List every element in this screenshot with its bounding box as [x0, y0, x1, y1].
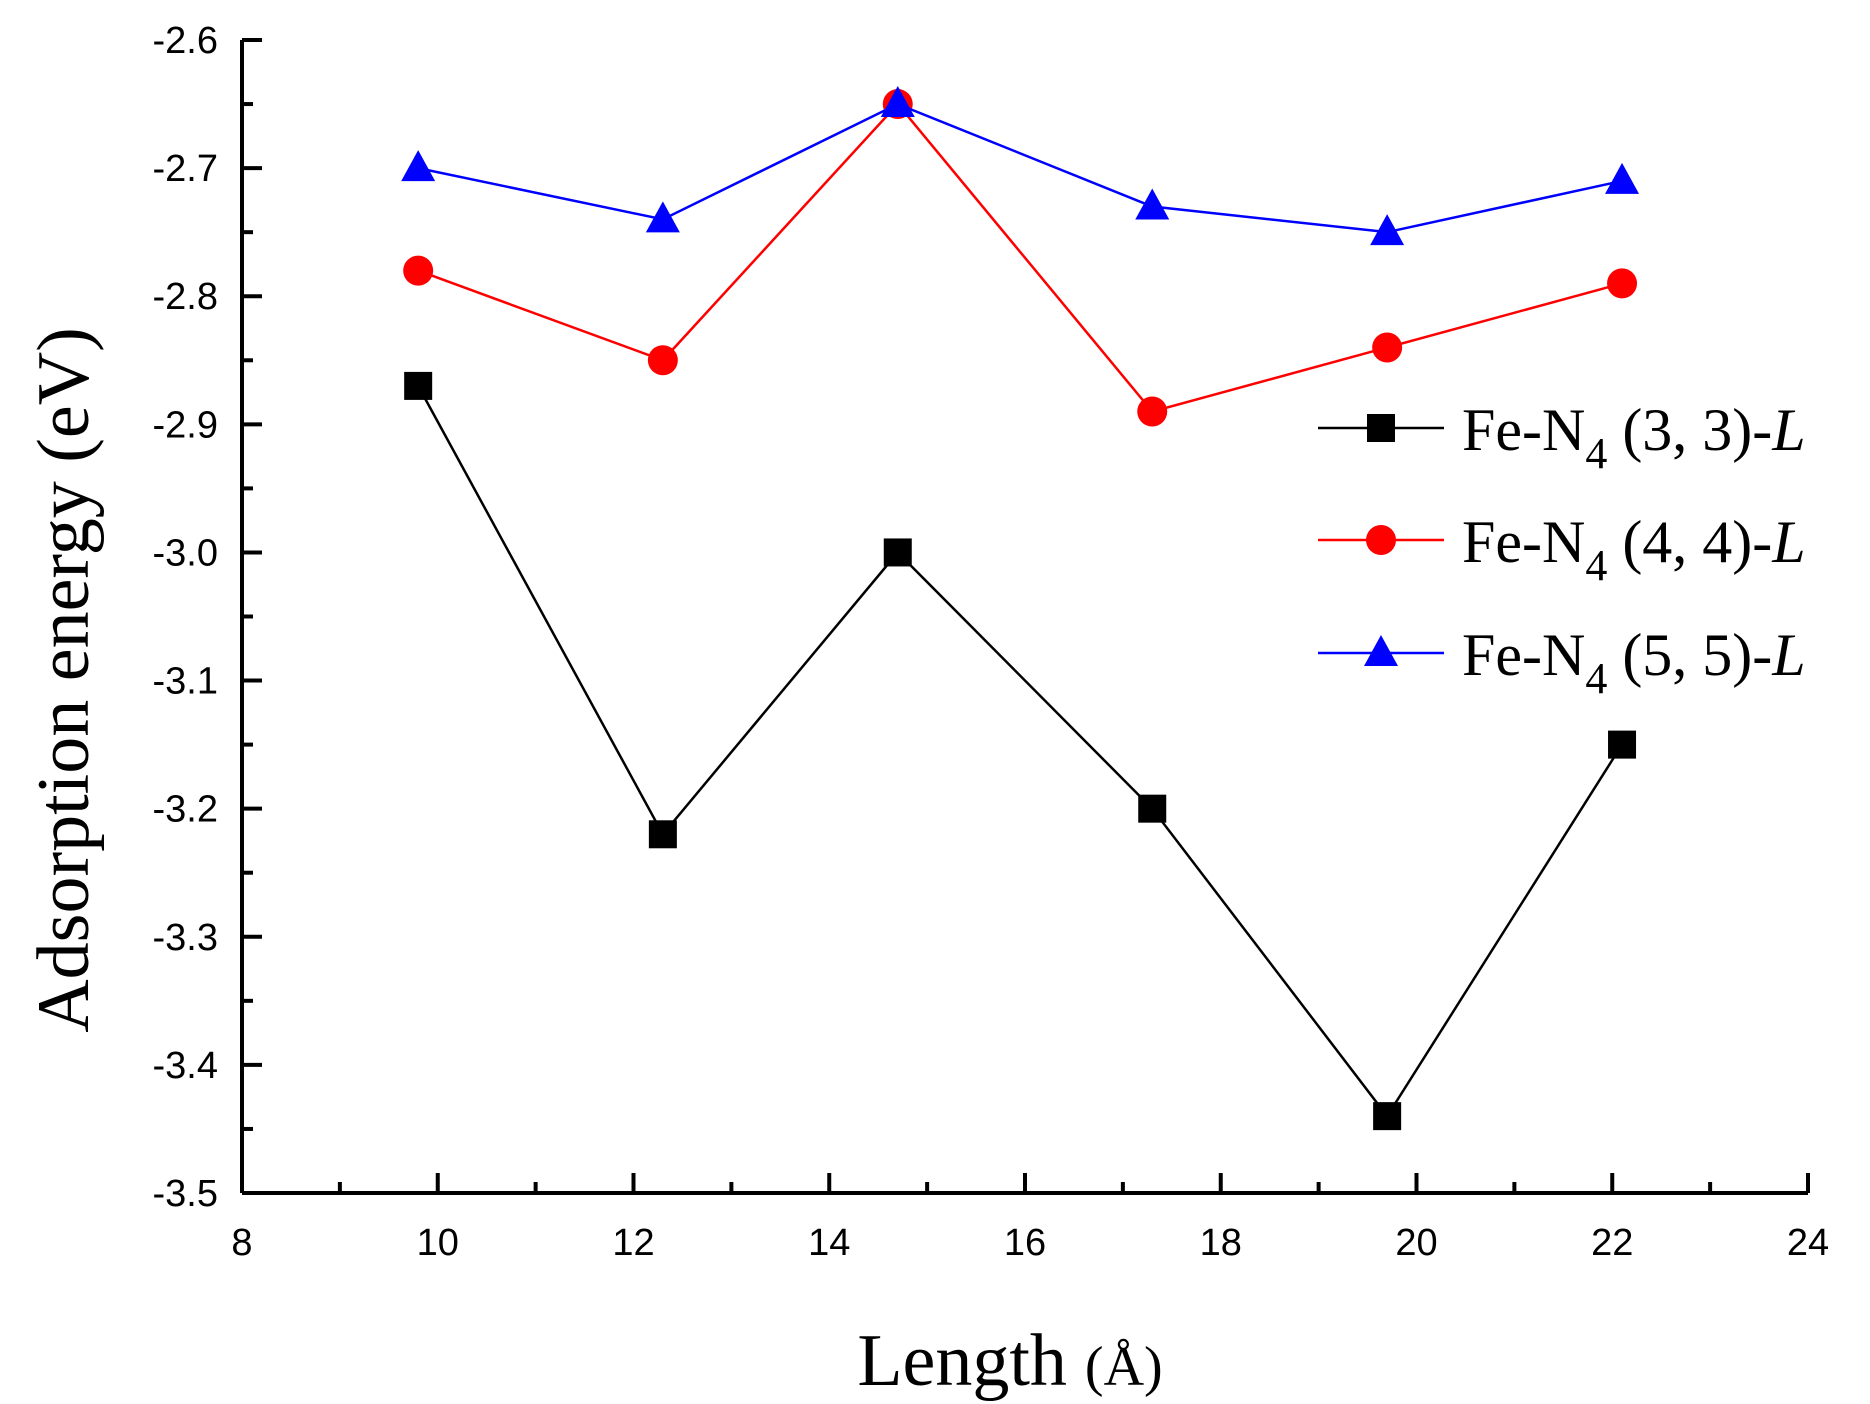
y-tick-label: -3.2 — [153, 789, 218, 831]
x-tick-label: 8 — [231, 1222, 252, 1264]
y-tick-label: -3.3 — [153, 917, 218, 959]
data-point — [1370, 214, 1405, 246]
legend: Fe-N4 (3, 3)-L Fe-N4 (4, 4)-L Fe-N4 (5, 5)… — [1318, 397, 1806, 703]
legend-marker — [1367, 414, 1395, 442]
x-tick-label: 16 — [1004, 1222, 1046, 1264]
series-line — [417, 102, 1623, 413]
x-tick-label: 22 — [1591, 1222, 1633, 1264]
x-tick-label: 24 — [1787, 1222, 1829, 1264]
y-tick-label: -2.8 — [153, 276, 218, 318]
legend-item: Fe-N4 (5, 5)-L — [1318, 622, 1806, 703]
y-tick-label: -3.5 — [153, 1173, 218, 1215]
data-point — [1605, 162, 1640, 194]
y-tick-label: -2.9 — [153, 404, 218, 446]
legend-item: Fe-N4 (4, 4)-L — [1318, 509, 1806, 590]
y-tick-label: -3.1 — [153, 661, 218, 703]
y-tick-label: -2.6 — [153, 20, 218, 62]
x-axis-ticks: 8 10 12 14 16 18 20 22 24 — [231, 1173, 1829, 1264]
series-line — [417, 385, 1624, 1119]
y-tick-label: -3.0 — [153, 532, 218, 574]
x-axis-title: Length (Å) — [857, 1320, 1162, 1402]
x-tick-label: 18 — [1200, 1222, 1242, 1264]
x-tick-label: 12 — [612, 1222, 654, 1264]
data-point — [1372, 332, 1403, 363]
legend-label: Fe-N4 (4, 4)-L — [1462, 509, 1806, 590]
legend-label: Fe-N4 (5, 5)-L — [1462, 622, 1806, 703]
data-point — [645, 201, 680, 233]
x-tick-label: 20 — [1395, 1222, 1437, 1264]
data-point — [1373, 1102, 1402, 1131]
y-axis-title: Adsorption energy (eV) — [23, 327, 105, 1033]
y-tick-label: -2.7 — [153, 148, 218, 190]
legend-marker — [1364, 635, 1398, 666]
data-point — [1138, 794, 1167, 823]
x-tick-label: 14 — [808, 1222, 850, 1264]
data-point — [647, 345, 678, 376]
legend-marker — [1366, 525, 1396, 555]
series-line — [417, 102, 1623, 234]
data-point — [648, 820, 677, 849]
legend-label: Fe-N4 (3, 3)-L — [1462, 397, 1806, 478]
y-axis-ticks: -3.5 -3.4 -3.3 -3.2 -3.1 -3.0 -2.9 -2.8 -2.7 -2.6 — [153, 20, 262, 1215]
series-1 — [404, 371, 1637, 1131]
data-point — [403, 255, 434, 286]
data-point — [1135, 188, 1170, 220]
y-tick-label: -3.4 — [153, 1045, 218, 1087]
data-point — [404, 371, 433, 400]
series-layer — [401, 86, 1640, 1131]
data-point — [401, 150, 436, 182]
data-point — [1607, 268, 1638, 299]
series-2 — [403, 89, 1638, 427]
data-point — [880, 86, 915, 118]
x-tick-label: 10 — [417, 1222, 459, 1264]
data-point — [1137, 396, 1168, 427]
data-point — [1608, 730, 1637, 759]
series-3 — [401, 86, 1640, 246]
data-point — [883, 538, 912, 567]
legend-item: Fe-N4 (3, 3)-L — [1318, 397, 1806, 478]
